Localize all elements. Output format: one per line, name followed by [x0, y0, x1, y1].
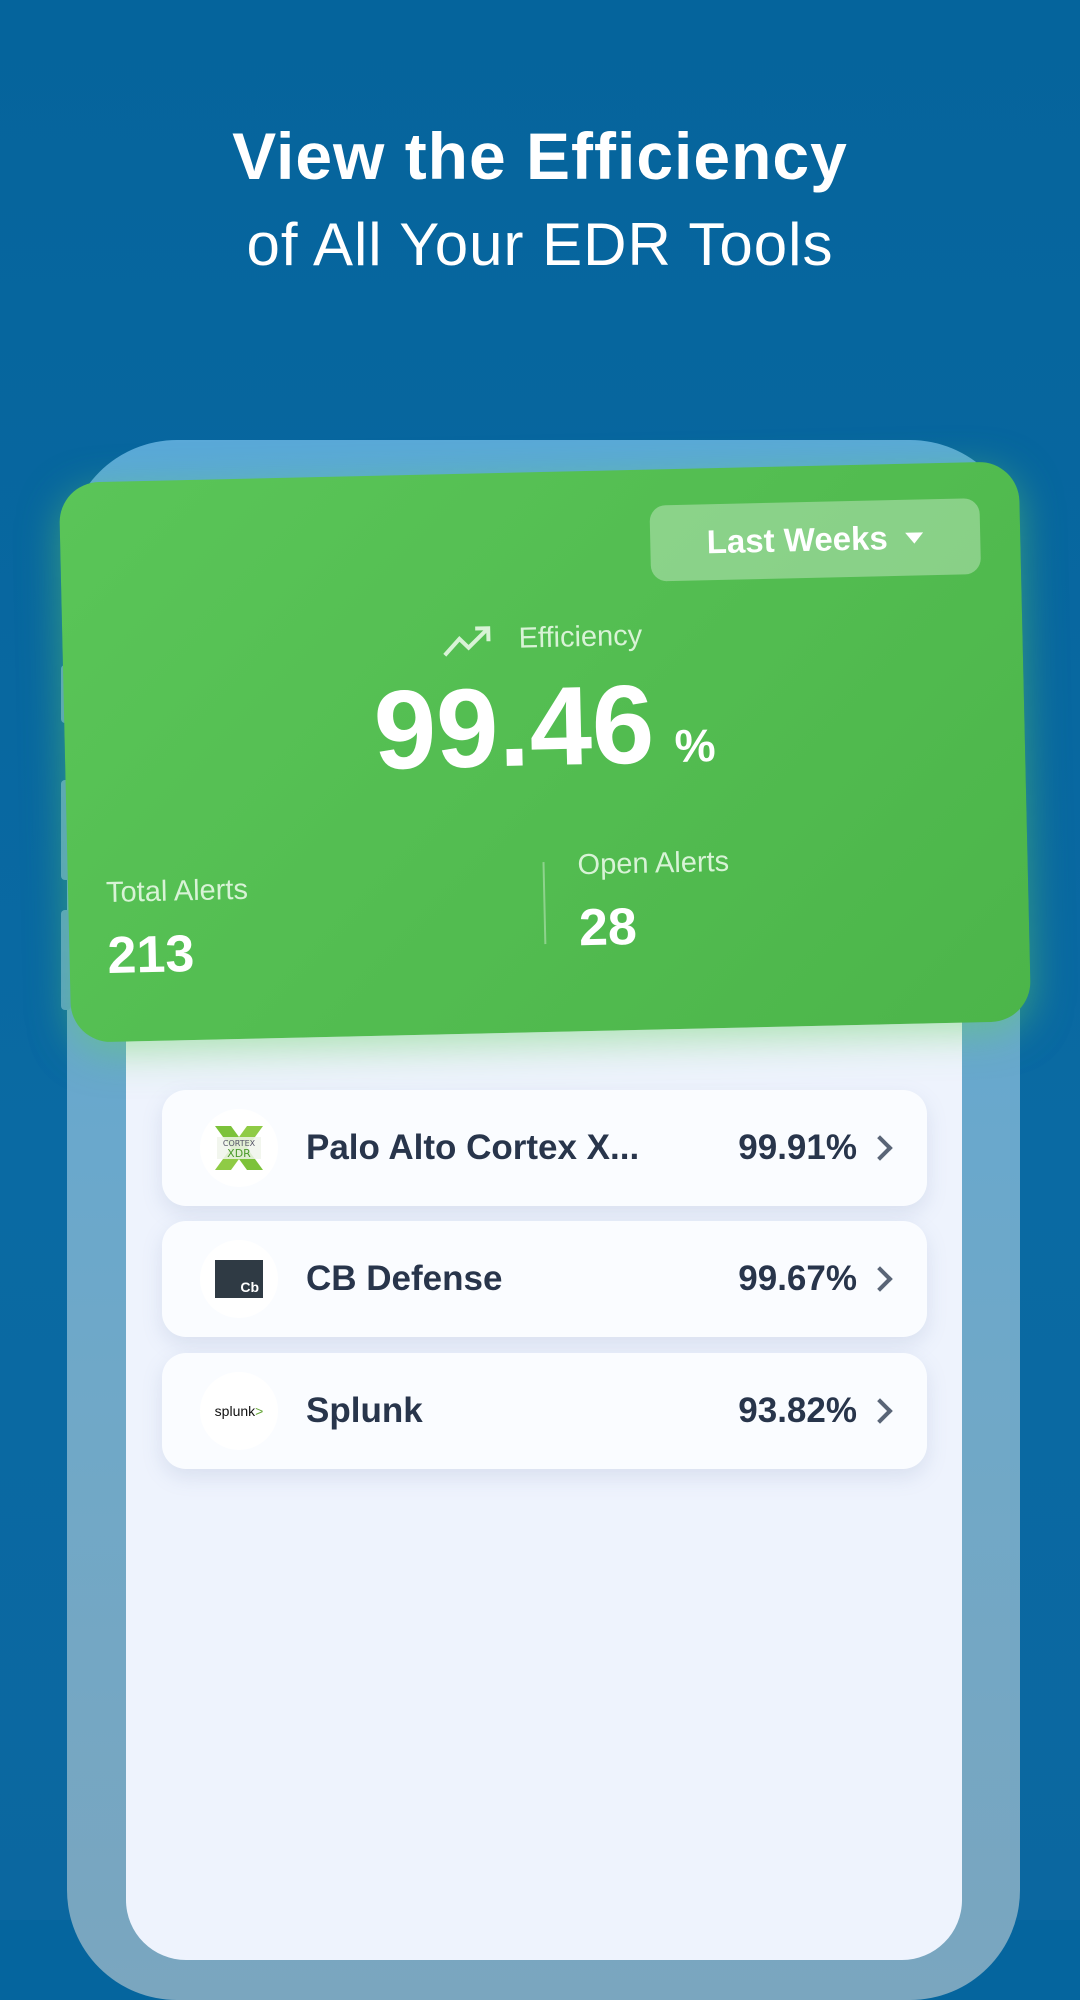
period-dropdown-label: Last Weeks: [706, 519, 889, 561]
total-alerts: Total Alerts 213: [106, 874, 250, 986]
tool-name: CB Defense: [306, 1259, 503, 1298]
tool-row-splunk[interactable]: splunk> Splunk 93.82%: [162, 1353, 927, 1469]
open-alerts-label: Open Alerts: [577, 845, 730, 882]
phone-button: [61, 910, 71, 1010]
svg-text:CORTEX: CORTEX: [223, 1139, 256, 1148]
divider: [542, 862, 547, 945]
chevron-right-icon: [867, 1135, 893, 1161]
chevron-right-icon: [867, 1398, 893, 1424]
open-alerts: Open Alerts 28: [577, 846, 731, 958]
svg-text:XDR: XDR: [227, 1147, 251, 1160]
tool-name: Palo Alto Cortex X...: [306, 1128, 640, 1167]
efficiency-label: Efficiency: [518, 619, 643, 655]
total-alerts-value: 213: [106, 925, 195, 985]
efficiency-value: 99.46%: [63, 651, 1026, 802]
chevron-right-icon: [867, 1266, 893, 1292]
cortex-xdr-logo: CORTEX XDR: [200, 1109, 278, 1187]
tool-efficiency: 99.91%: [738, 1128, 857, 1167]
headline-subtitle: of All Your EDR Tools: [246, 211, 834, 278]
tool-efficiency: 99.67%: [738, 1259, 857, 1298]
trending-up-icon: [443, 625, 491, 657]
efficiency-unit: %: [673, 719, 717, 773]
tool-row-cb-defense[interactable]: Cb CB Defense 99.67%: [162, 1221, 927, 1337]
efficiency-header: Efficiency: [62, 611, 1023, 666]
tool-name: Splunk: [306, 1391, 423, 1430]
tool-row-cortex[interactable]: CORTEX XDR Palo Alto Cortex X... 99.91%: [162, 1090, 927, 1206]
caret-down-icon: [905, 531, 924, 544]
splunk-logo: splunk>: [200, 1372, 278, 1450]
period-dropdown[interactable]: Last Weeks: [649, 498, 982, 582]
open-alerts-value: 28: [578, 897, 638, 958]
efficiency-number: 99.46: [372, 661, 656, 793]
cb-defense-logo: Cb: [200, 1240, 278, 1318]
efficiency-card: Last Weeks Efficiency 99.46% Total Alert…: [58, 461, 1032, 1043]
headline-title: View the Efficiency: [232, 119, 848, 193]
tool-efficiency: 93.82%: [738, 1391, 857, 1430]
total-alerts-label: Total Alerts: [105, 873, 249, 909]
